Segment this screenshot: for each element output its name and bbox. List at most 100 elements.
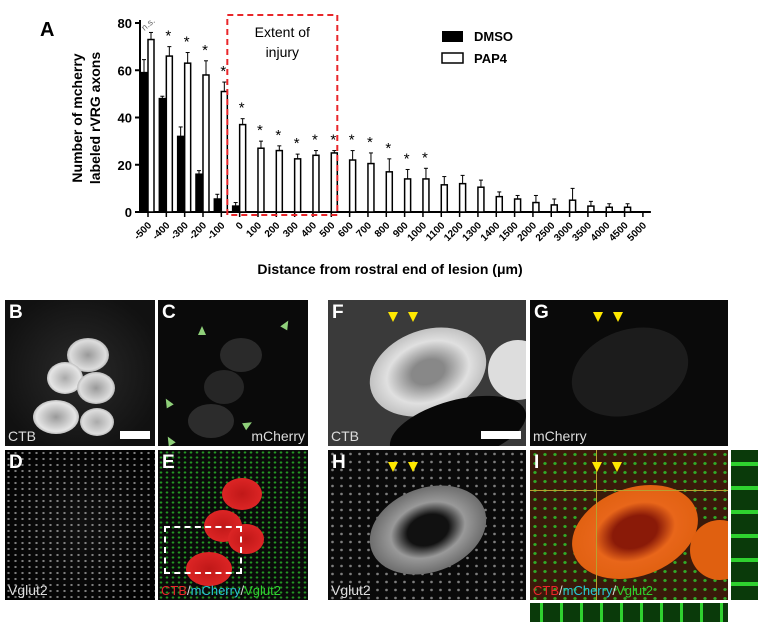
bar-pap4 — [238, 123, 247, 213]
inset-box — [164, 526, 242, 574]
x-tick-label: 400 — [300, 220, 320, 240]
micrograph-i: I CTB/mCherry/Vglut2 — [530, 450, 728, 600]
x-tick-label: -500 — [132, 220, 154, 242]
legend-swatch-dmso — [442, 31, 463, 42]
neuron — [77, 372, 115, 404]
neuron — [204, 370, 244, 404]
injury-label-line2: injury — [266, 44, 299, 60]
merge-label: CTB/mCherry/Vglut2 — [533, 583, 653, 598]
significance-marker: n.s. — [139, 16, 157, 33]
x-tick-label: 1100 — [424, 220, 447, 243]
bar-pap4 — [257, 147, 265, 213]
vglut2-label: Vglut2 — [616, 583, 653, 598]
ctb-label: CTB — [161, 583, 187, 598]
micrograph-b: B CTB — [5, 300, 155, 446]
arrowhead-icon — [592, 462, 602, 472]
merge-label: CTB/mCherry/Vglut2 — [161, 583, 281, 598]
scale-bar — [481, 431, 521, 439]
channel-label: CTB — [8, 428, 36, 444]
neuron — [80, 408, 114, 436]
x-tick-label: 2000 — [516, 220, 540, 244]
injury-label-line1: Extent of — [255, 24, 310, 40]
x-tick-label: 5000 — [626, 220, 650, 244]
panel-label-h: H — [332, 452, 346, 473]
ctb-label: CTB — [533, 583, 559, 598]
bar-pap4 — [348, 159, 357, 213]
y-axis-label-line2: labeled rVRG axons — [87, 52, 103, 184]
significance-marker: * — [330, 132, 336, 149]
bar-pap4 — [495, 195, 504, 213]
x-tick-label: 1200 — [442, 220, 466, 244]
significance-marker: * — [239, 100, 245, 117]
bar-pap4 — [165, 55, 174, 213]
bar-chart: A Number of mcherry labeled rVRG axons 0… — [40, 14, 651, 277]
bar-dmso — [195, 173, 203, 213]
neuron — [188, 404, 234, 438]
x-tick-label: 0 — [234, 220, 246, 232]
significance-marker: * — [349, 132, 355, 149]
neuron — [33, 400, 79, 434]
x-tick-label: -100 — [206, 220, 228, 242]
panel-label-i: I — [534, 452, 540, 473]
panel-label-e: E — [162, 452, 175, 473]
arrowhead-icon — [198, 326, 206, 335]
panel-label-b: B — [9, 302, 23, 323]
neuron — [559, 312, 701, 432]
arrowhead-icon — [408, 312, 418, 322]
micrograph-c: C mCherry — [158, 300, 308, 446]
extent-of-injury-box — [226, 14, 339, 216]
neuron — [186, 552, 232, 586]
significance-marker: * — [184, 34, 190, 51]
x-tick-label: 4000 — [589, 220, 613, 244]
neuron — [222, 478, 262, 510]
x-tick-label: 2500 — [534, 220, 558, 244]
arrowhead-icon — [162, 396, 174, 409]
bar-pap4 — [477, 186, 485, 213]
channel-label: Vglut2 — [8, 582, 48, 598]
x-tick-label: 500 — [318, 220, 338, 240]
bar-pap4 — [532, 201, 540, 213]
bar-pap4 — [587, 205, 595, 213]
bar-pap4 — [202, 74, 210, 213]
bar-pap4 — [385, 171, 394, 213]
significance-marker: * — [220, 63, 226, 80]
x-tick-label: 3500 — [571, 220, 595, 244]
bar-dmso — [176, 135, 185, 213]
channel-label: mCherry — [533, 428, 587, 444]
significance-marker: * — [385, 140, 391, 157]
panel-label-g: G — [534, 302, 549, 323]
y-tick-label: 80 — [118, 16, 132, 31]
bar-pap4 — [440, 184, 449, 213]
x-tick-label: 4500 — [607, 220, 631, 244]
bar-pap4 — [422, 178, 430, 213]
bar-pap4 — [293, 158, 302, 213]
x-tick-label: 100 — [245, 220, 265, 240]
significance-marker: * — [404, 150, 410, 167]
legend-label-dmso: DMSO — [474, 29, 513, 44]
micrograph-g: G mCherry — [530, 300, 728, 446]
vglut2-label: Vglut2 — [244, 583, 281, 598]
separator: / — [187, 583, 191, 598]
x-tick-label: -300 — [169, 220, 191, 242]
separator: / — [612, 583, 617, 598]
bar-dmso — [140, 71, 148, 213]
x-tick-label: 800 — [373, 220, 393, 240]
arrowhead-icon — [593, 312, 603, 322]
legend-swatch-pap4 — [441, 52, 464, 64]
neuron — [228, 524, 264, 554]
significance-marker: * — [275, 127, 281, 144]
crosshair-v — [596, 450, 597, 600]
neuron — [220, 338, 262, 372]
x-tick-label: 1300 — [461, 220, 485, 244]
bar-pap4 — [330, 152, 339, 213]
y-tick-label: 60 — [118, 63, 132, 78]
x-tick-label: -400 — [151, 220, 173, 242]
y-tick-label: 0 — [125, 205, 132, 220]
bar-pap4 — [183, 62, 192, 213]
channel-label: Vglut2 — [331, 582, 371, 598]
bar-pap4 — [367, 162, 375, 213]
bar-dmso — [231, 205, 240, 213]
channel-label: CTB — [331, 428, 359, 444]
bar-pap4 — [605, 206, 613, 213]
significance-marker: * — [257, 122, 263, 139]
